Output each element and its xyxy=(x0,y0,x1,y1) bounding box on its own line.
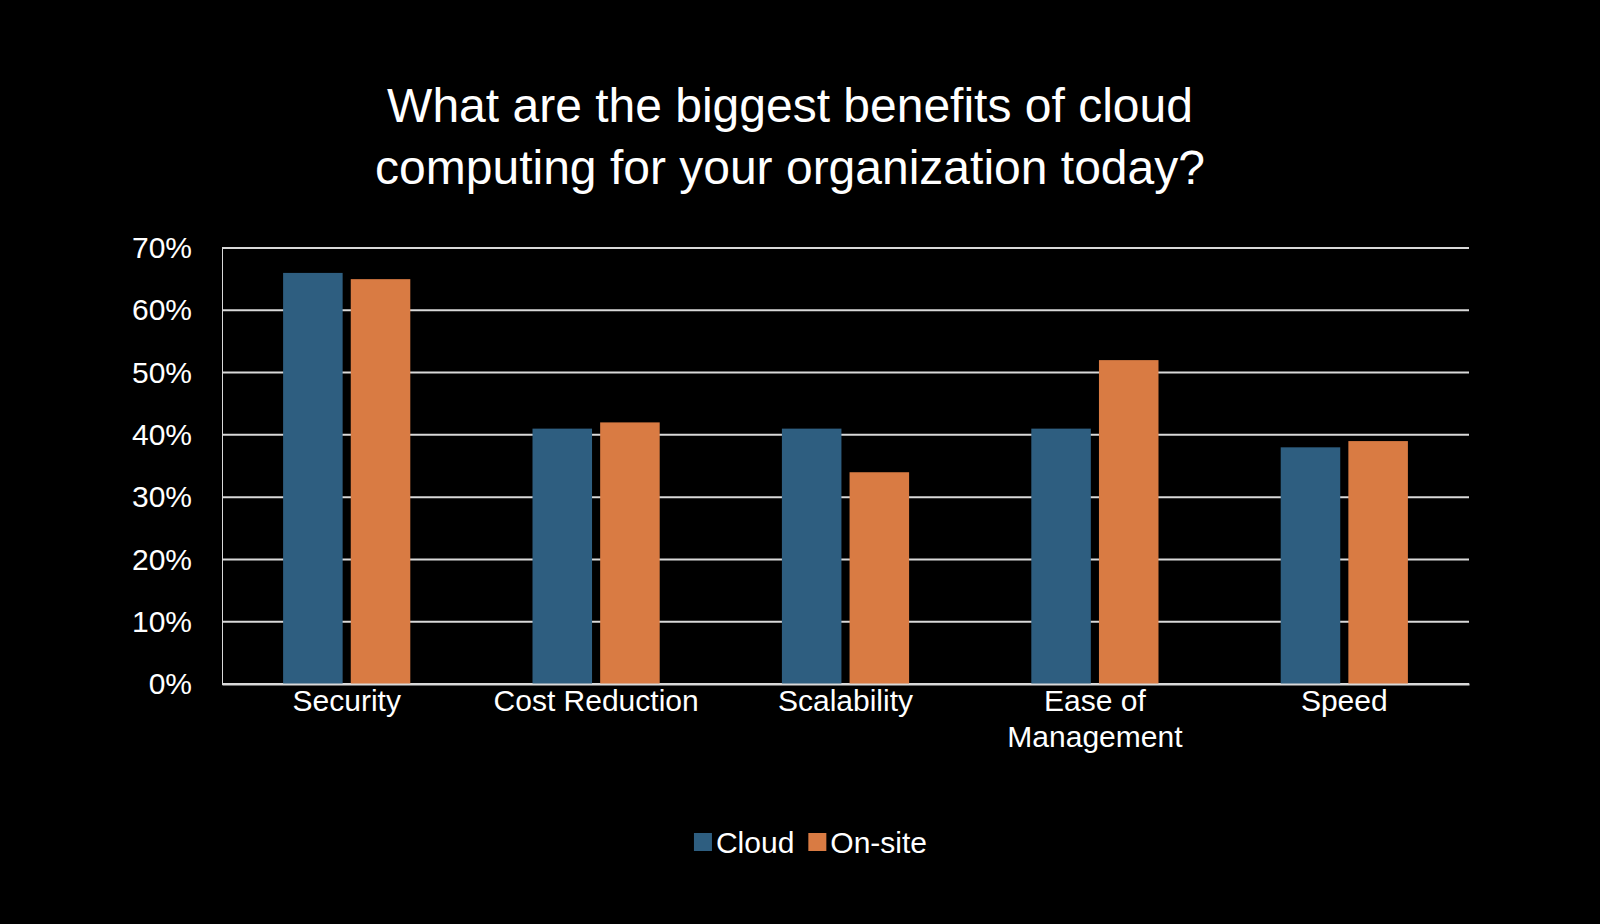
tick-label: Cost Reduction xyxy=(494,684,699,717)
tick-label: 40% xyxy=(132,418,192,451)
tick: 50% xyxy=(132,356,222,389)
y-axis: 0% 10% 20% 30% 40% 50% 60% 70% xyxy=(132,231,223,700)
text-line: computing for your organization today? xyxy=(375,141,1205,194)
bar xyxy=(351,279,411,684)
legend-swatch xyxy=(694,833,712,851)
series xyxy=(283,273,1340,684)
tick-label: 10% xyxy=(132,605,192,638)
bar xyxy=(1281,447,1341,684)
title: What are the biggest benefits of cloud co… xyxy=(375,79,1205,194)
grid-line xyxy=(222,247,1469,249)
tick-label: Speed xyxy=(1301,684,1388,717)
x-axis: Security Cost Reduction Scalability Ease of… xyxy=(223,684,1470,753)
tick-label: 70% xyxy=(132,231,192,264)
legend-item: Cloud xyxy=(694,826,794,859)
tick: Security xyxy=(293,684,401,717)
tick: 20% xyxy=(132,543,222,576)
tick: 0% xyxy=(149,667,222,700)
tick: 30% xyxy=(132,480,222,513)
tick: Cost Reduction xyxy=(494,684,699,717)
tick: 70% xyxy=(132,231,222,264)
background xyxy=(0,0,1600,924)
bars xyxy=(283,273,1408,684)
text-line: Speed xyxy=(1301,684,1388,717)
bar xyxy=(850,472,910,684)
text-line: Scalability xyxy=(778,684,913,717)
legend-swatch xyxy=(808,833,826,851)
text-line: Cost Reduction xyxy=(494,684,699,717)
chart: What are the biggest benefits of cloud co… xyxy=(0,0,1600,924)
legend-label: Cloud xyxy=(716,826,794,859)
tick: Speed xyxy=(1301,684,1388,717)
grid xyxy=(222,248,1469,684)
tick-label: Scalability xyxy=(778,684,913,717)
bar xyxy=(283,273,343,684)
axis-line xyxy=(222,249,223,685)
tick-label: 0% xyxy=(149,667,192,700)
text-line: Management xyxy=(1007,720,1183,753)
text-line: What are the biggest benefits of cloud xyxy=(387,79,1193,132)
bar xyxy=(533,429,593,684)
legend-label: On-site xyxy=(830,826,927,859)
bar xyxy=(1099,360,1159,684)
tick-label: 30% xyxy=(132,480,192,513)
bar xyxy=(600,422,660,684)
legend: Cloud On-site xyxy=(694,826,927,859)
series xyxy=(351,279,1408,684)
legend-item: On-site xyxy=(808,826,927,859)
text-line: Security xyxy=(293,684,401,717)
tick-label: Security xyxy=(293,684,401,717)
tick-label: 50% xyxy=(132,356,192,389)
tick-label: 20% xyxy=(132,543,192,576)
text-line: Ease of xyxy=(1044,684,1146,717)
tick-label: 60% xyxy=(132,293,192,326)
bar xyxy=(1348,441,1408,684)
tick: Ease ofManagement xyxy=(1007,684,1183,753)
tick: 60% xyxy=(132,293,222,326)
bar xyxy=(1031,429,1091,684)
bar xyxy=(782,429,842,684)
tick: 40% xyxy=(132,418,222,451)
tick-label: Ease ofManagement xyxy=(1007,684,1183,753)
tick: 10% xyxy=(132,605,222,638)
tick: Scalability xyxy=(778,684,913,717)
